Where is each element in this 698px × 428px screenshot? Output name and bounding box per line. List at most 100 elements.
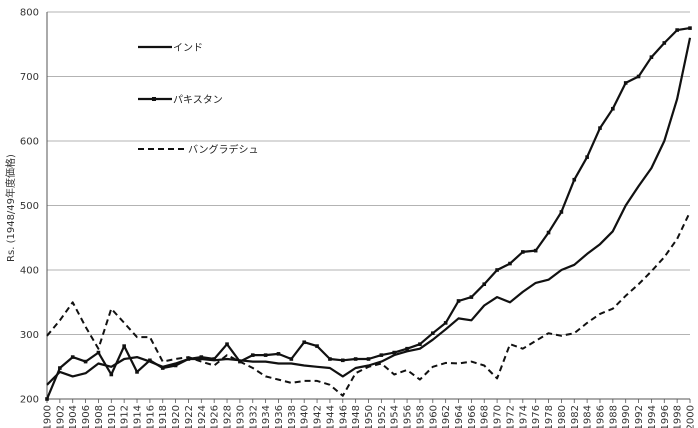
x-tick-label: 1956 xyxy=(403,405,414,428)
series-pakistan-point xyxy=(585,155,589,159)
series-pakistan-point xyxy=(456,299,461,303)
gridlines xyxy=(47,11,690,400)
series-pakistan-point xyxy=(366,357,371,361)
y-tick-label: 800 xyxy=(20,8,39,19)
series-pakistan-point xyxy=(340,358,345,363)
x-tick-label: 1986 xyxy=(595,405,606,428)
legend: インド パキスタン バングラデシュ xyxy=(138,43,259,156)
series-pakistan-point xyxy=(598,126,602,130)
series-pakistan-point xyxy=(250,353,255,357)
x-tick-label: 1998 xyxy=(673,405,684,428)
x-tick-label: 1912 xyxy=(120,405,131,428)
series-pakistan-point xyxy=(328,357,332,361)
x-tick-label: 1914 xyxy=(133,405,144,428)
x-tick-label: 1982 xyxy=(570,405,581,428)
x-tick-label: 1910 xyxy=(107,405,118,428)
series-pakistan-point xyxy=(636,74,641,79)
series-pakistan-point xyxy=(495,268,499,272)
y-tick-label: 600 xyxy=(20,137,39,148)
series-layer xyxy=(45,26,692,401)
series-pakistan-point xyxy=(58,366,62,370)
series-pakistan-point xyxy=(353,357,358,361)
series-pakistan-point xyxy=(173,363,178,368)
x-tick-label: 1994 xyxy=(647,405,658,428)
series-pakistan-point xyxy=(623,81,628,85)
series-pakistan-point xyxy=(315,344,319,348)
x-tick-label: 1952 xyxy=(377,405,388,428)
x-tick-label: 1980 xyxy=(557,405,568,428)
series-india-line xyxy=(46,37,692,386)
x-tick-label: 1972 xyxy=(505,405,516,428)
series-pakistan-point xyxy=(443,321,448,325)
x-tick-label: 2000 xyxy=(686,405,697,428)
y-tick-label: 700 xyxy=(20,72,39,83)
x-tick-label: 1948 xyxy=(351,405,362,428)
x-tick-label: 1992 xyxy=(634,405,645,428)
series-pakistan-point xyxy=(122,344,126,348)
x-tick-label: 1934 xyxy=(261,405,272,428)
y-tick-label: 400 xyxy=(20,266,39,277)
series-pakistan-point xyxy=(688,26,692,30)
series-pakistan-point xyxy=(302,340,306,345)
series-pakistan-point xyxy=(70,355,75,359)
x-tick-label: 1924 xyxy=(197,405,208,428)
x-tick-label: 1928 xyxy=(223,405,234,428)
x-tick-label: 1940 xyxy=(300,405,311,428)
series-pakistan-point xyxy=(521,250,525,254)
series-pakistan-point xyxy=(135,370,139,374)
x-tick-label: 1900 xyxy=(43,405,54,428)
series-pakistan-point xyxy=(225,342,229,346)
y-tick-label: 300 xyxy=(20,330,39,341)
y-axis-title: Rs. (1948/49年度価格) xyxy=(4,154,17,262)
series-pakistan-point xyxy=(662,41,667,45)
series-pakistan-point xyxy=(276,352,281,356)
series-pakistan-point xyxy=(199,355,204,359)
x-tick-label: 1978 xyxy=(544,405,555,428)
x-tick-label: 1942 xyxy=(313,405,324,428)
series-pakistan-point xyxy=(469,295,474,299)
series-pakistan-point xyxy=(482,282,487,286)
x-tick-label: 1906 xyxy=(81,405,92,428)
x-tick-label: 1962 xyxy=(441,405,452,428)
series-pakistan-point xyxy=(675,28,679,32)
x-tick-label: 1938 xyxy=(287,405,298,428)
y-tick-label: 500 xyxy=(20,201,39,212)
series-pakistan-point xyxy=(263,353,268,357)
series-pakistan-point xyxy=(392,350,397,355)
series-pakistan-point xyxy=(649,55,654,59)
x-tick-label: 1922 xyxy=(184,405,195,428)
x-tick-label: 1932 xyxy=(248,405,259,428)
x-tick-label: 1990 xyxy=(621,405,632,428)
series-pakistan-point xyxy=(160,366,165,370)
series-pakistan-point xyxy=(186,357,191,361)
y-tick-labels: 200 300 400 500 600 700 800 xyxy=(20,8,39,406)
x-tick-labels: 1900 1902 1904 1906 1908 1910 1912 1914 1916 1918… xyxy=(43,405,697,428)
x-tick-label: 1918 xyxy=(158,405,169,428)
x-tick-label: 1964 xyxy=(454,405,465,428)
x-tick-label: 1916 xyxy=(145,405,156,428)
series-pakistan-point xyxy=(533,248,538,253)
series-pakistan-point xyxy=(148,358,152,363)
series-pakistan-point xyxy=(212,357,216,361)
x-tick-label: 1960 xyxy=(428,405,439,428)
x-tick-label: 1984 xyxy=(583,405,594,428)
x-tick-label: 1936 xyxy=(274,405,285,428)
series-pakistan-point xyxy=(405,346,409,351)
series-pakistan-point xyxy=(45,397,49,401)
series-pakistan-point xyxy=(546,230,551,235)
x-tick-label: 1946 xyxy=(338,405,349,428)
series-pakistan-point xyxy=(96,350,101,355)
x-tick-label: 1930 xyxy=(235,405,246,428)
series-pakistan-point xyxy=(508,261,512,266)
series-pakistan-line xyxy=(45,27,691,400)
x-tick-label: 1988 xyxy=(608,405,619,428)
x-tick-label: 1920 xyxy=(171,405,182,428)
series-pakistan-point xyxy=(379,353,384,357)
series-pakistan-point xyxy=(611,106,615,111)
x-tick-label: 1996 xyxy=(660,405,671,428)
x-tick-label: 1926 xyxy=(210,405,221,428)
y-tick-label: 200 xyxy=(20,395,39,406)
series-pakistan-point xyxy=(83,359,88,364)
x-tick-label: 1958 xyxy=(415,405,426,428)
